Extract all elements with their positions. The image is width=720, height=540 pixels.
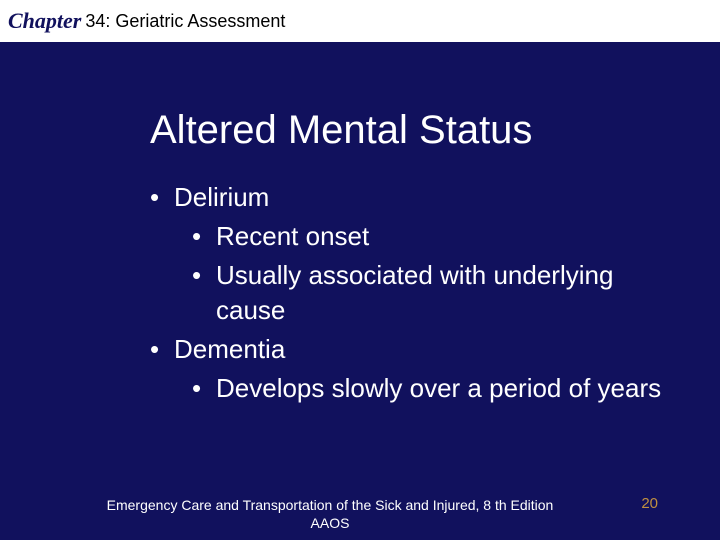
bullet-item: Dementia (150, 332, 670, 367)
chapter-label: Chapter (8, 8, 81, 34)
bullet-sub-item: Develops slowly over a period of years (150, 371, 670, 406)
slide-content: Delirium Recent onset Usually associated… (150, 180, 670, 411)
bullet-sub-item: Recent onset (150, 219, 670, 254)
footer-line-2: AAOS (90, 514, 570, 532)
chapter-text: 34: Geriatric Assessment (85, 11, 285, 32)
slide-footer: Emergency Care and Transportation of the… (90, 496, 570, 532)
bullet-item: Delirium (150, 180, 670, 215)
slide-header: Chapter 34: Geriatric Assessment (0, 0, 720, 42)
slide-title: Altered Mental Status (150, 108, 532, 153)
page-number: 20 (641, 495, 658, 512)
bullet-sub-item: Usually associated with underlying cause (150, 258, 670, 328)
footer-line-1: Emergency Care and Transportation of the… (90, 496, 570, 514)
